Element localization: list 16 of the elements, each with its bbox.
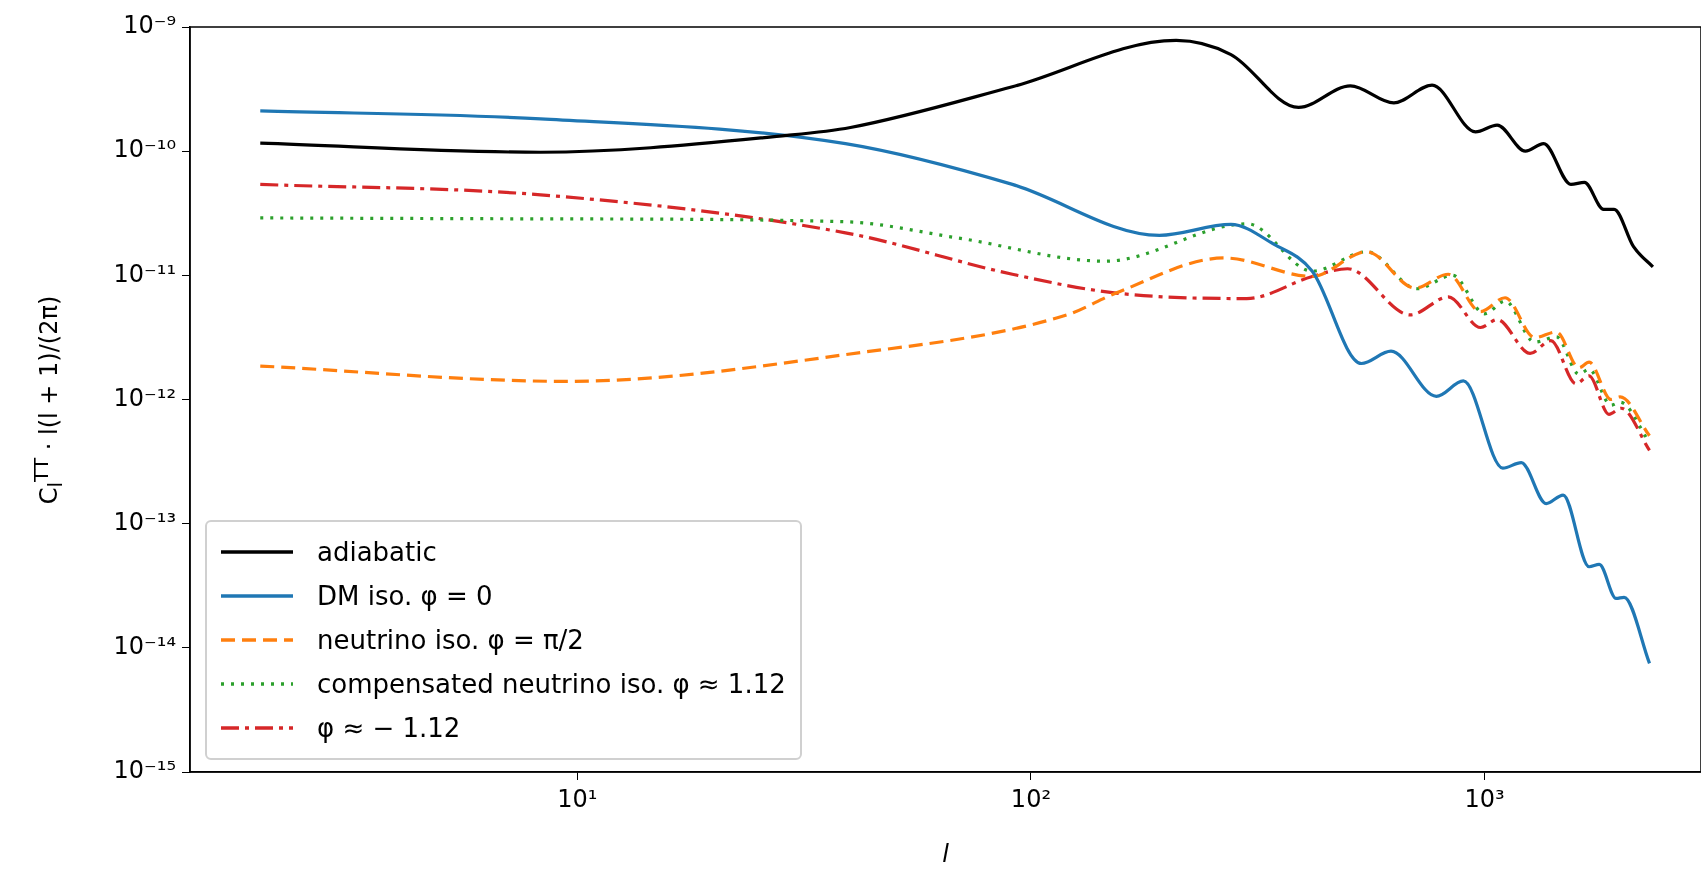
y-tick-label: 10⁻¹³ [113,507,176,536]
legend-label: neutrino iso. φ = π/2 [317,625,584,655]
y-tick-label: 10⁻¹² [113,383,176,412]
y-tick-label: 10⁻¹¹ [113,259,176,288]
y-tick-label: 10⁻¹⁰ [113,135,176,164]
legend-label: adiabatic [317,537,437,567]
x-tick-label: 10² [1010,784,1052,813]
y-tick-label: 10⁻¹⁴ [113,632,176,661]
y-tick-label: 10⁻⁹ [123,11,176,40]
legend-label: compensated neutrino iso. φ ≈ 1.12 [317,669,786,699]
y-tick-label: 10⁻¹⁵ [113,756,176,785]
x-axis-title: l [942,839,950,868]
legend-label: φ ≈ − 1.12 [317,713,461,743]
x-tick-label: 10³ [1464,784,1505,813]
legend-label: DM iso. φ = 0 [317,581,493,611]
x-tick-label: 10¹ [557,784,598,813]
